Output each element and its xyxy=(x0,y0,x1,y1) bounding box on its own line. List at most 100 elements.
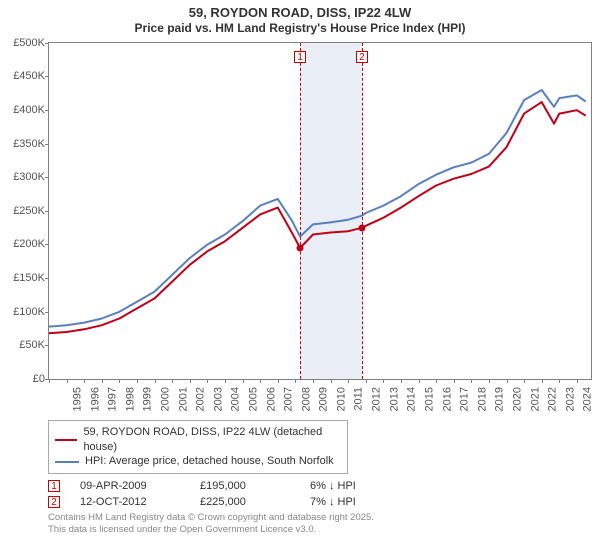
x-tick-mark xyxy=(507,379,508,383)
x-tick-mark xyxy=(102,379,103,383)
x-tick-label: 2009 xyxy=(318,387,330,411)
y-tick-label: £200K xyxy=(1,238,45,250)
series-price_paid xyxy=(49,102,586,333)
x-tick-mark xyxy=(119,379,120,383)
title-line2: Price paid vs. HM Land Registry's House … xyxy=(8,22,592,36)
sale-marker-line xyxy=(300,43,301,379)
sale-row: 1 09-APR-2009 £195,000 6% ↓ HPI xyxy=(48,480,592,492)
y-tick-label: £150K xyxy=(1,272,45,284)
sale-price: £195,000 xyxy=(200,480,290,492)
x-tick-label: 2003 xyxy=(212,387,224,411)
x-tick-mark xyxy=(331,379,332,383)
y-tick-mark xyxy=(45,144,49,145)
x-tick-mark xyxy=(243,379,244,383)
x-tick-label: 2000 xyxy=(159,387,171,411)
sale-date: 12-OCT-2012 xyxy=(80,496,180,508)
x-tick-label: 2005 xyxy=(247,387,259,411)
y-tick-mark xyxy=(45,345,49,346)
sale-marker-line xyxy=(362,43,363,379)
line-series-svg xyxy=(49,43,591,379)
footer-attribution: Contains HM Land Registry data © Crown c… xyxy=(48,512,592,536)
y-tick-label: £300K xyxy=(1,171,45,183)
x-tick-label: 2002 xyxy=(195,387,207,411)
y-tick-mark xyxy=(45,312,49,313)
y-tick-mark xyxy=(45,278,49,279)
plot-area: £0£50K£100K£150K£200K£250K£300K£350K£400… xyxy=(48,42,592,380)
legend-item: HPI: Average price, detached house, Sout… xyxy=(55,454,341,469)
x-tick-mark xyxy=(542,379,543,383)
x-tick-mark xyxy=(436,379,437,383)
x-tick-mark xyxy=(172,379,173,383)
x-tick-mark xyxy=(524,379,525,383)
x-tick-label: 2019 xyxy=(494,387,506,411)
y-tick-label: £500K xyxy=(1,37,45,49)
legend-swatch-hpi xyxy=(55,461,79,463)
y-tick-mark xyxy=(45,110,49,111)
x-tick-mark xyxy=(419,379,420,383)
x-tick-label: 1999 xyxy=(142,387,154,411)
x-tick-mark xyxy=(313,379,314,383)
chart-container: 59, ROYDON ROAD, DISS, IP22 4LW Price pa… xyxy=(0,0,600,560)
x-tick-mark xyxy=(190,379,191,383)
x-tick-mark xyxy=(260,379,261,383)
sale-price: £225,000 xyxy=(200,496,290,508)
x-tick-label: 1998 xyxy=(124,387,136,411)
x-tick-mark xyxy=(348,379,349,383)
x-tick-label: 2024 xyxy=(582,387,594,411)
legend-item: 59, ROYDON ROAD, DISS, IP22 4LW (detache… xyxy=(55,425,341,455)
series-hpi xyxy=(49,90,586,327)
x-tick-label: 2021 xyxy=(529,387,541,411)
sales-table: 1 09-APR-2009 £195,000 6% ↓ HPI 2 12-OCT… xyxy=(48,480,592,508)
sale-delta: 7% ↓ HPI xyxy=(310,496,390,508)
sale-marker-icon: 1 xyxy=(48,480,60,492)
x-tick-mark xyxy=(471,379,472,383)
sale-point-dot xyxy=(358,224,365,231)
x-tick-label: 1996 xyxy=(89,387,101,411)
x-tick-label: 2020 xyxy=(511,387,523,411)
x-tick-mark xyxy=(207,379,208,383)
x-tick-label: 2013 xyxy=(388,387,400,411)
x-tick-label: 2022 xyxy=(547,387,559,411)
x-tick-mark xyxy=(225,379,226,383)
x-tick-label: 2007 xyxy=(283,387,295,411)
x-tick-label: 2006 xyxy=(265,387,277,411)
y-tick-label: £0 xyxy=(1,373,45,385)
x-tick-label: 1995 xyxy=(71,387,83,411)
y-tick-mark xyxy=(45,211,49,212)
x-tick-label: 2004 xyxy=(230,387,242,411)
y-tick-label: £400K xyxy=(1,104,45,116)
x-tick-label: 2012 xyxy=(371,387,383,411)
sale-point-dot xyxy=(297,244,304,251)
x-tick-label: 2008 xyxy=(300,387,312,411)
x-tick-mark xyxy=(67,379,68,383)
x-tick-mark xyxy=(49,379,50,383)
footer-line2: This data is licensed under the Open Gov… xyxy=(48,524,592,536)
title-line1: 59, ROYDON ROAD, DISS, IP22 4LW xyxy=(8,6,592,21)
y-tick-mark xyxy=(45,177,49,178)
x-tick-label: 2011 xyxy=(352,387,364,411)
x-tick-label: 2014 xyxy=(406,387,418,411)
x-tick-label: 2015 xyxy=(423,387,435,411)
x-tick-label: 2017 xyxy=(459,387,471,411)
x-tick-mark xyxy=(401,379,402,383)
x-tick-label: 2001 xyxy=(177,387,189,411)
y-tick-label: £450K xyxy=(1,70,45,82)
y-tick-mark xyxy=(45,76,49,77)
sale-date: 09-APR-2009 xyxy=(80,480,180,492)
sale-row: 2 12-OCT-2012 £225,000 7% ↓ HPI xyxy=(48,496,592,508)
x-tick-mark xyxy=(155,379,156,383)
chart-title: 59, ROYDON ROAD, DISS, IP22 4LW Price pa… xyxy=(8,6,592,36)
x-tick-label: 2023 xyxy=(564,387,576,411)
x-tick-mark xyxy=(366,379,367,383)
sale-delta: 6% ↓ HPI xyxy=(310,480,390,492)
x-tick-mark xyxy=(577,379,578,383)
legend-label: HPI: Average price, detached house, Sout… xyxy=(85,454,334,469)
x-tick-label: 2016 xyxy=(441,387,453,411)
sale-marker-box: 2 xyxy=(356,51,368,63)
x-tick-label: 2010 xyxy=(335,387,347,411)
x-tick-label: 2018 xyxy=(476,387,488,411)
y-tick-label: £50K xyxy=(1,339,45,351)
x-tick-label: 1997 xyxy=(107,387,119,411)
sale-marker-box: 1 xyxy=(294,51,306,63)
y-tick-label: £250K xyxy=(1,205,45,217)
